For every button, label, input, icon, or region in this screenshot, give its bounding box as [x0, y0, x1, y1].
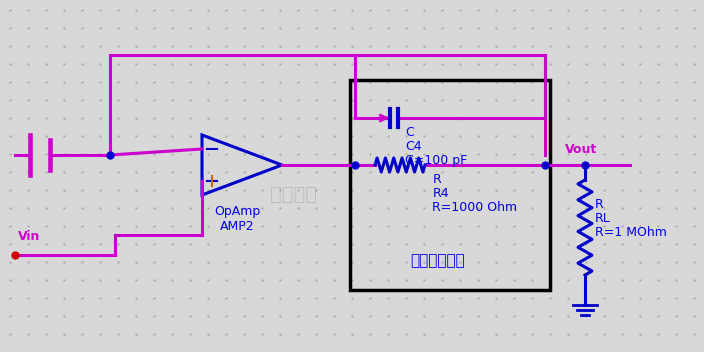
Text: R: R	[432, 173, 441, 186]
Text: R=1000 Ohm: R=1000 Ohm	[432, 201, 517, 214]
Text: C=100 pF: C=100 pF	[405, 154, 467, 167]
Bar	[350, 80, 550, 290]
Text: AMP2: AMP2	[220, 220, 255, 233]
Text: C4: C4	[405, 140, 422, 153]
Text: Vin: Vin	[18, 230, 40, 243]
Text: 脉冲增强电路: 脉冲增强电路	[410, 253, 465, 268]
Text: R4: R4	[432, 187, 449, 200]
Text: R=1 MOhm: R=1 MOhm	[595, 226, 667, 239]
Text: Vout: Vout	[565, 143, 597, 156]
Text: 互勤科技: 互勤科技	[270, 185, 317, 204]
Text: C: C	[405, 126, 414, 139]
Text: R: R	[595, 197, 604, 210]
Text: OpAmp: OpAmp	[214, 205, 260, 218]
Text: RL: RL	[595, 212, 611, 225]
